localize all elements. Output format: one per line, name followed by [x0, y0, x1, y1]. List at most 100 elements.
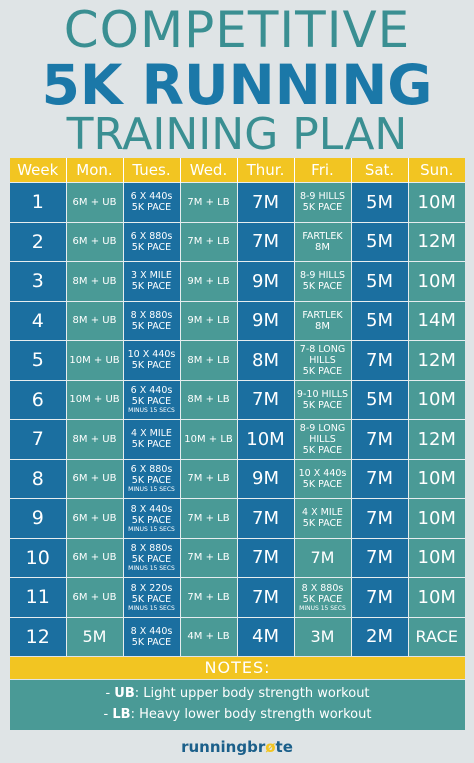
cell-sat: 5M	[350, 182, 408, 222]
cell-line: 8M	[315, 241, 330, 253]
cell-line: 5K PACE	[131, 241, 172, 253]
cell-line: 7M	[366, 468, 393, 490]
cell-wed: 7M + LB	[179, 577, 237, 617]
training-plan-table: Week Mon. Tues. Wed. Thur. Fri. Sat. Sun…	[10, 158, 465, 656]
cell-week: 12	[10, 616, 66, 656]
cell-line: 8M + UB	[72, 433, 117, 445]
cell-week: 2	[10, 221, 66, 262]
title-line-2: 5K RUNNING	[41, 53, 433, 117]
cell-line: 11	[25, 586, 50, 609]
note-text: : Heavy lower body strength workout	[130, 707, 372, 722]
cell-sun: RACE	[407, 616, 465, 656]
notes-header: NOTES:	[10, 657, 465, 679]
cell-tue: 8 X 440s 5K PACE	[122, 616, 180, 656]
logo-part-3: te	[275, 738, 293, 756]
cell-line: 9M	[252, 468, 279, 490]
cell-sun: 10M	[407, 458, 465, 499]
cell-wed: 8M + LB	[179, 340, 237, 380]
cell-wed: 9M + LB	[179, 261, 237, 301]
cell-sat: 5M	[350, 221, 408, 262]
cell-line: 2	[31, 230, 44, 253]
cell-line: 6M + UB	[72, 512, 117, 524]
cell-line: 6 X 880s	[130, 464, 173, 476]
table-row: 2 6M + UB 6 X 880s 5K PACE 7M + LB 7M FARTLEK 8…	[10, 221, 465, 262]
cell-line: 7M + LB	[187, 512, 230, 524]
cell-line: 4 X MILE	[302, 507, 343, 519]
cell-tue: 8 X 880s 5K PACE	[122, 300, 180, 341]
cell-line: 5	[31, 349, 44, 372]
header-thu: Thur.	[236, 158, 294, 183]
cell-line: 10M + UB	[69, 394, 120, 406]
cell-line: 10M	[246, 428, 285, 450]
cell-line: 8-9 LONG	[299, 422, 346, 434]
cell-line: 7M + LB	[187, 236, 230, 248]
cell-fri: 8 X 880s 5K PACE MINUS 15 SECS	[293, 577, 351, 617]
logo-part-1: runningbr	[181, 738, 266, 756]
cell-mon: 8M + UB	[65, 300, 123, 341]
cell-line: 7M	[366, 349, 393, 371]
cell-line: 9M + LB	[187, 275, 230, 287]
cell-thu: 7M	[236, 577, 294, 617]
cell-line: 12M	[417, 349, 456, 371]
cell-tue: 8 X 220s 5K PACE MINUS 15 SECS	[122, 577, 180, 617]
cell-tue: 8 X 880s 5K PACE MINUS 15 SECS	[122, 537, 180, 578]
cell-thu: 9M	[236, 300, 294, 341]
cell-sat: 5M	[350, 379, 408, 420]
cell-sat: 7M	[350, 340, 408, 380]
cell-line: 8 X 880s	[301, 582, 344, 594]
cell-line: 5M	[366, 231, 393, 253]
cell-line: 10M	[417, 468, 456, 490]
cell-line: 10M	[417, 191, 456, 213]
cell-week: 9	[10, 498, 66, 538]
cell-line: 9-10 HILLS	[296, 388, 349, 400]
table-row: 9 6M + UB 8 X 440s 5K PACE MINUS 15 SECS 7M +…	[10, 498, 465, 538]
cell-sat: 2M	[350, 616, 408, 656]
header-sun: Sun.	[407, 158, 465, 183]
cell-line: 4	[31, 309, 44, 332]
cell-fri: 7-8 LONG HILLS 5K PACE	[293, 340, 351, 380]
cell-line: 7M	[252, 586, 279, 608]
cell-line: 8 X 880s	[130, 309, 173, 321]
cell-line: 7M	[252, 389, 279, 411]
cell-line: 7M + LB	[187, 591, 230, 603]
cell-mon: 8M + UB	[65, 261, 123, 301]
cell-week: 5	[10, 340, 66, 380]
cell-mon: 6M + UB	[65, 537, 123, 578]
cell-week: 4	[10, 300, 66, 341]
note-text: : Light upper body strength workout	[134, 686, 370, 701]
table-row: 7 8M + UB 4 X MILE 5K PACE 10M + LB 10M 8-9 LO…	[10, 419, 465, 459]
cell-line: 7M	[252, 191, 279, 213]
cell-sat: 7M	[350, 458, 408, 499]
cell-line: 10M	[417, 507, 456, 529]
cell-fri: 10 X 440s 5K PACE	[293, 458, 351, 499]
cell-tue: 3 X MILE 5K PACE	[122, 261, 180, 301]
cell-line: 6M + UB	[72, 552, 117, 564]
cell-thu: 10M	[236, 419, 294, 459]
cell-sat: 5M	[350, 261, 408, 301]
cell-line: 8 X 220s	[130, 582, 173, 594]
cell-line: 8	[31, 467, 44, 490]
cell-line: 8M + LB	[187, 394, 230, 406]
cell-sun: 10M	[407, 182, 465, 222]
cell-wed: 7M + LB	[179, 182, 237, 222]
cell-line: 7M	[252, 507, 279, 529]
cell-line: 5K PACE	[131, 396, 172, 408]
cell-line: 10	[25, 546, 50, 569]
cell-line: 5M	[366, 389, 393, 411]
cell-line: HILLS	[309, 433, 336, 445]
cell-fri: 4 X MILE 5K PACE	[293, 498, 351, 538]
cell-thu: 4M	[236, 616, 294, 656]
cell-line: 5K PACE	[302, 444, 343, 456]
cell-fri: 9-10 HILLS 5K PACE	[293, 379, 351, 420]
cell-line: 6 X 880s	[130, 230, 173, 242]
cell-sun: 14M	[407, 300, 465, 341]
header-mon: Mon.	[65, 158, 123, 183]
cell-week: 11	[10, 577, 66, 617]
cell-line: 10 X 440s	[298, 467, 347, 479]
cell-line: 3M	[310, 627, 335, 647]
cell-line: 6M + UB	[72, 591, 117, 603]
cell-line: MINUS 15 SECS	[128, 486, 175, 494]
cell-line: 6 X 440s	[130, 191, 173, 203]
cell-line: 10M	[417, 547, 456, 569]
cell-line: 5K PACE	[302, 478, 343, 490]
